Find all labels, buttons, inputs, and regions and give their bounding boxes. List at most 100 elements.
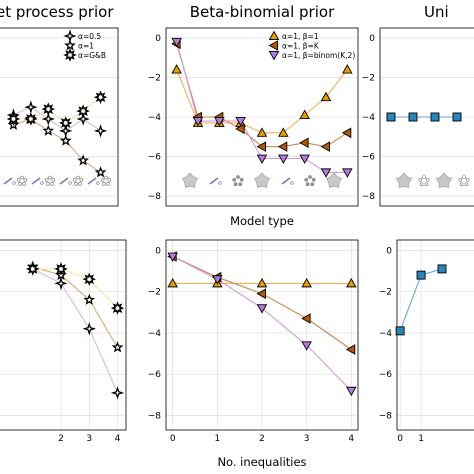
cluster-glyph bbox=[181, 172, 199, 188]
x-tick-label: 2 bbox=[58, 434, 64, 444]
cluster-glyph bbox=[325, 172, 343, 188]
plot-frame bbox=[0, 239, 127, 431]
series-line bbox=[13, 118, 101, 173]
legend-marker bbox=[268, 40, 278, 51]
data-point-marker bbox=[54, 262, 68, 276]
top-right-panel-title: Uni bbox=[424, 3, 449, 21]
y-tick-label: −8 bbox=[148, 412, 162, 422]
data-point-marker bbox=[437, 264, 447, 274]
node-glyph bbox=[218, 181, 222, 185]
data-point-marker bbox=[167, 252, 178, 262]
y-tick-label: 0 bbox=[386, 246, 392, 256]
data-point-marker bbox=[320, 168, 332, 178]
legend-label: α=0.5 bbox=[78, 32, 101, 41]
data-point-marker bbox=[416, 270, 426, 280]
plot-frame bbox=[379, 27, 474, 207]
model-type-axis-label: Model type bbox=[230, 214, 294, 228]
data-point-marker bbox=[299, 154, 310, 164]
data-point-marker bbox=[82, 322, 96, 336]
node-glyph bbox=[458, 177, 462, 182]
edge-glyph bbox=[281, 177, 291, 185]
node-glyph bbox=[72, 178, 77, 182]
y-tick-label: −2 bbox=[362, 73, 375, 83]
data-point-marker bbox=[77, 154, 90, 166]
x-tick-label: 1 bbox=[214, 434, 220, 444]
node-glyph bbox=[236, 175, 240, 179]
node-glyph bbox=[107, 178, 112, 182]
y-tick-label: −2 bbox=[148, 288, 161, 298]
cluster-glyph bbox=[435, 172, 453, 188]
top-middle-beta-binomial-panel: 0 −2 −4 −6 −8 α=1, β=1α=1, β=Kα=1, β=binom(K,… bbox=[148, 27, 359, 207]
node-glyph bbox=[233, 182, 238, 187]
edge-glyph bbox=[3, 177, 13, 185]
series-line bbox=[176, 41, 348, 173]
legend-marker bbox=[63, 48, 77, 62]
y-tick-label: 0 bbox=[155, 34, 161, 44]
y-tick-label: −2 bbox=[379, 288, 392, 298]
node-glyph bbox=[18, 182, 22, 186]
data-point-marker bbox=[395, 326, 405, 336]
top-left-panel-title: et process prior bbox=[0, 3, 114, 21]
node-glyph bbox=[462, 175, 466, 179]
x-tick-label: 0 bbox=[397, 434, 403, 444]
plot-frame bbox=[0, 27, 119, 207]
data-point-marker bbox=[41, 102, 56, 116]
y-tick-label: −4 bbox=[362, 113, 376, 123]
data-point-marker bbox=[214, 117, 225, 127]
data-point-marker bbox=[171, 64, 182, 74]
node-glyph bbox=[304, 177, 308, 182]
node-glyph bbox=[240, 177, 244, 182]
plot-frame bbox=[165, 27, 359, 207]
legend-label: α=1 bbox=[78, 42, 94, 51]
legend-label: α=1, β=1 bbox=[282, 32, 319, 41]
legend-label: α=G&B bbox=[78, 51, 106, 60]
data-point-marker bbox=[256, 127, 268, 137]
data-point-marker bbox=[76, 112, 90, 126]
series-line bbox=[32, 268, 119, 394]
node-glyph bbox=[312, 177, 316, 182]
top-left-dirichlet-panel: α=0.5α=1α=G&B bbox=[0, 27, 119, 207]
edge-glyph bbox=[59, 177, 69, 185]
data-point-marker bbox=[346, 277, 357, 288]
x-tick-label: 3 bbox=[304, 434, 310, 444]
data-point-marker bbox=[24, 100, 38, 114]
y-tick-label: −4 bbox=[379, 329, 393, 339]
node-glyph bbox=[418, 177, 422, 182]
data-point-marker bbox=[111, 341, 124, 353]
top-right-uniform-panel: 0 −2 −4 −6 −8 bbox=[362, 27, 474, 207]
y-tick-label: −8 bbox=[379, 412, 393, 422]
data-point-marker bbox=[342, 168, 353, 178]
legend: α=1, β=1α=1, β=Kα=1, β=binom(K,2) bbox=[268, 30, 355, 61]
edge-glyph bbox=[31, 177, 41, 185]
data-point-marker bbox=[24, 112, 38, 126]
data-point-marker bbox=[299, 137, 309, 148]
data-point-marker bbox=[278, 154, 289, 164]
node-glyph bbox=[426, 177, 430, 182]
node-glyph bbox=[16, 178, 21, 182]
data-point-marker bbox=[278, 127, 289, 137]
data-point-marker bbox=[83, 293, 96, 305]
legend-marker bbox=[63, 29, 77, 43]
data-point-marker bbox=[25, 262, 40, 276]
x-tick-label: 1 bbox=[418, 434, 424, 444]
data-point-marker bbox=[192, 117, 204, 127]
node-glyph bbox=[50, 182, 54, 186]
legend-marker bbox=[64, 39, 76, 51]
node-glyph bbox=[79, 178, 84, 182]
y-tick-label: −6 bbox=[362, 153, 376, 163]
y-tick-label: −2 bbox=[148, 73, 161, 83]
node-glyph bbox=[74, 182, 78, 186]
cluster-glyph bbox=[253, 172, 271, 188]
node-glyph bbox=[12, 181, 16, 185]
y-tick-label: 0 bbox=[369, 34, 375, 44]
bottom-left-dirichlet-panel: 2 3 4 bbox=[0, 239, 127, 444]
legend-marker bbox=[268, 51, 280, 61]
data-point-marker bbox=[59, 134, 72, 146]
node-glyph bbox=[464, 182, 469, 187]
legend-label: α=1, β=K bbox=[282, 42, 320, 51]
data-point-marker bbox=[346, 386, 357, 397]
data-point-marker bbox=[299, 109, 310, 119]
y-tick-label: −6 bbox=[148, 370, 162, 380]
legend-label: α=1, β=binom(K,2) bbox=[282, 51, 355, 60]
